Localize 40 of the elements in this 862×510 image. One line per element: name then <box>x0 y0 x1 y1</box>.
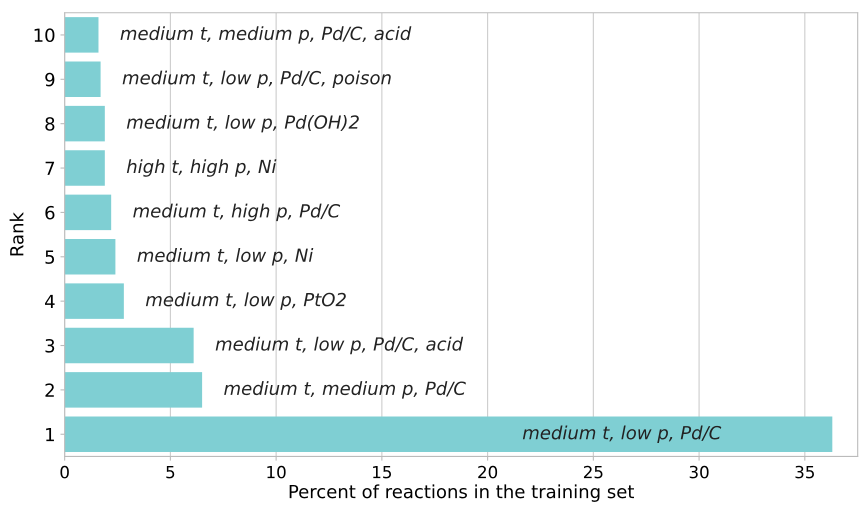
data-label: medium t, low p, Pd(OH)2 <box>126 114 359 132</box>
x-tick-label: 15 <box>373 466 392 478</box>
x-tick-label: 25 <box>584 466 602 478</box>
data-label: medium t, low p, Pd/C, poison <box>122 70 391 88</box>
data-label: medium t, low p, Pd/C <box>522 426 722 443</box>
y-tick-label: 8 <box>45 117 54 131</box>
y-tick-label: 10 <box>34 28 54 42</box>
bar <box>64 328 194 364</box>
data-label: medium t, low p, Pd/C, acid <box>216 336 464 354</box>
bar <box>64 416 832 452</box>
bar <box>64 372 202 408</box>
data-label: medium t, low p, PtO2 <box>146 292 346 310</box>
data-label: medium t, medium p, Pd/C, acid <box>120 26 412 44</box>
bar <box>64 150 105 186</box>
data-label: high t, high p, Ni <box>126 159 276 177</box>
y-tick-label: 2 <box>45 383 54 397</box>
x-tick-label: 20 <box>478 466 498 478</box>
bar <box>64 62 101 98</box>
bar <box>64 194 112 230</box>
data-label: medium t, low p, Ni <box>137 248 314 266</box>
bar <box>64 239 116 275</box>
x-tick-label: 10 <box>267 466 286 478</box>
x-tick-label: 5 <box>166 466 174 478</box>
bar <box>64 106 105 142</box>
data-label: medium t, medium p, Pd/C <box>224 381 466 399</box>
y-tick-label: 3 <box>46 338 54 353</box>
y-tick-label: 5 <box>46 250 54 264</box>
y-tick-label: 1 <box>46 428 54 442</box>
bar <box>64 283 124 319</box>
x-tick-label: 30 <box>690 466 709 478</box>
y-tick-label: 6 <box>45 206 54 220</box>
bar <box>64 17 98 53</box>
x-axis-title: Percent of reactions in the training set <box>290 484 634 502</box>
y-tick-label: 7 <box>46 162 54 175</box>
data-label: medium t, high p, Pd/C <box>133 204 340 222</box>
x-tick-label: 0 <box>60 466 69 478</box>
y-axis-title: Rank <box>10 212 24 256</box>
y-tick-label: 9 <box>45 72 54 86</box>
y-tick-label: 4 <box>45 294 55 308</box>
x-tick-label: 35 <box>795 466 814 478</box>
